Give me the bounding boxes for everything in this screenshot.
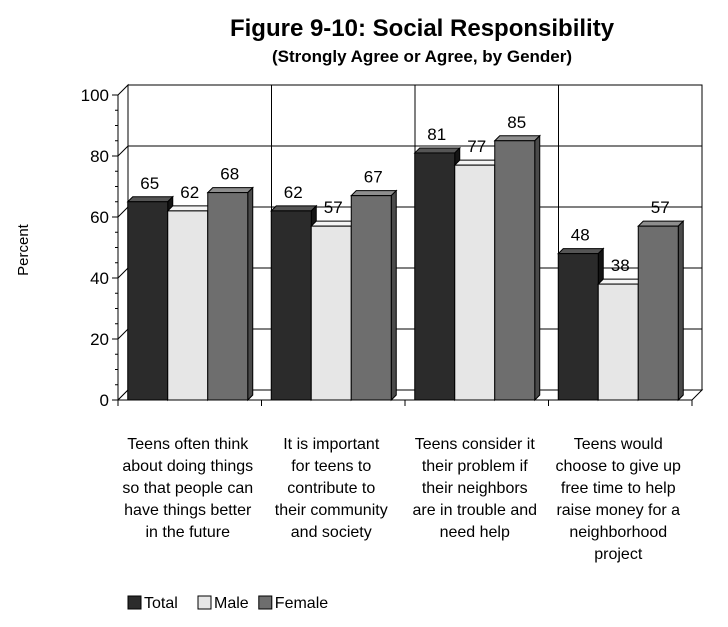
bar-side <box>391 191 396 400</box>
y-tick-label: 60 <box>90 208 109 227</box>
bar-top <box>638 221 683 226</box>
bar-side <box>248 188 253 400</box>
plot-area: 0 20 40 60 80 100 65 62 68 Teens often think about… <box>81 85 702 563</box>
data-label: 38 <box>611 256 630 275</box>
legend-label-male: Male <box>214 595 249 612</box>
bar-top <box>311 221 356 226</box>
bar-male <box>455 165 495 400</box>
bar-female <box>351 196 391 400</box>
bar-side <box>535 136 540 400</box>
data-label: 65 <box>140 174 159 193</box>
data-label: 85 <box>507 113 526 132</box>
data-label: 57 <box>651 198 670 217</box>
bar-male <box>598 284 638 400</box>
legend-label-female: Female <box>275 595 328 612</box>
bar-male <box>311 226 351 400</box>
bar-total <box>271 211 311 400</box>
bar-female <box>208 193 248 400</box>
bar-total <box>415 153 455 400</box>
bar-top <box>168 206 213 211</box>
bar-top <box>455 160 500 165</box>
bar-top <box>208 188 253 193</box>
y-tick-label: 80 <box>90 147 109 166</box>
data-label: 48 <box>571 226 590 245</box>
y-tick-label: 0 <box>100 391 109 410</box>
data-label: 77 <box>467 137 486 156</box>
bar-top <box>271 206 316 211</box>
legend-label-total: Total <box>144 595 178 612</box>
category-label: Teens often think about doing things so th… <box>122 436 253 541</box>
legend-swatch-male <box>198 596 211 609</box>
bar-male <box>168 211 208 400</box>
plot-side-wall <box>118 85 128 400</box>
data-label: 57 <box>324 198 343 217</box>
bar-top <box>415 148 460 153</box>
bar-top <box>351 191 396 196</box>
bar-total <box>128 202 168 400</box>
y-tick-label: 100 <box>81 86 109 105</box>
bar-side <box>678 221 683 400</box>
category-label: Teens consider it their problem if their n… <box>412 436 537 541</box>
y-axis-label: Percent <box>15 223 32 276</box>
legend-swatch-female <box>259 596 272 609</box>
bar-top <box>558 249 603 254</box>
y-tick-label: 40 <box>90 269 109 288</box>
data-label: 81 <box>427 125 446 144</box>
category-label: It is important for teens to contribute to… <box>275 436 388 541</box>
data-label: 62 <box>180 183 199 202</box>
chart-subtitle: (Strongly Agree or Agree, by Gender) <box>272 47 572 66</box>
bar-top <box>128 197 173 202</box>
bar-female <box>638 226 678 400</box>
data-label: 68 <box>220 165 239 184</box>
legend-swatch-total <box>128 596 141 609</box>
data-label: 67 <box>364 168 383 187</box>
legend: Total Male Female <box>128 595 328 612</box>
bar-top <box>495 136 540 141</box>
data-label: 62 <box>284 183 303 202</box>
bar-total <box>558 254 598 400</box>
bar-top <box>598 279 643 284</box>
category-label: Teens would choose to give up free time to… <box>556 436 682 563</box>
y-tick-label: 20 <box>90 330 109 349</box>
bar-female <box>495 141 535 400</box>
chart-title: Figure 9-10: Social Responsibility <box>230 15 615 42</box>
